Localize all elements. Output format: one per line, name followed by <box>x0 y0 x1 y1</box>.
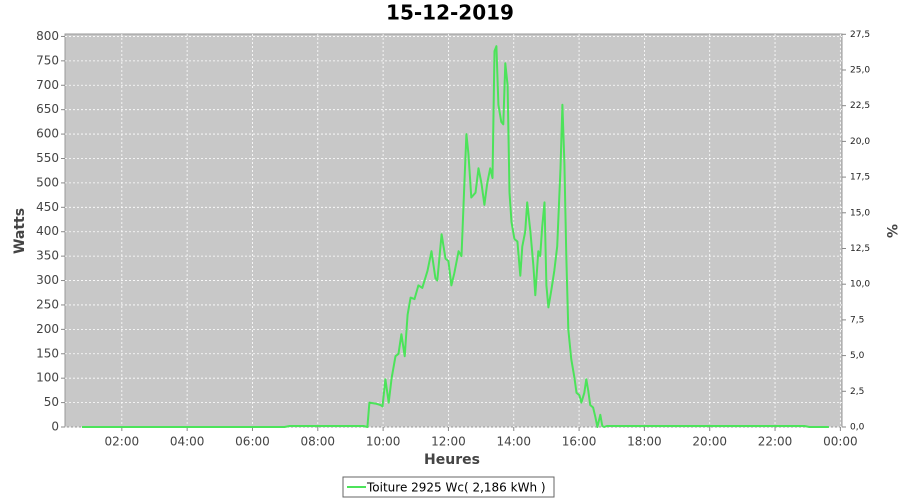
y-tick-label: 50 <box>44 395 59 409</box>
x-tick-label: 14:00 <box>496 435 531 449</box>
x-tick-label: 18:00 <box>627 435 662 449</box>
chart-title: 15-12-2019 <box>386 1 514 25</box>
x-tick-label: 20:00 <box>692 435 727 449</box>
y2-axis-label: % <box>883 224 899 238</box>
x-tick-label: 06:00 <box>235 435 270 449</box>
x-tick-label: 00:00 <box>823 435 858 449</box>
y-tick-label: 700 <box>36 78 59 92</box>
x-tick-label: 22:00 <box>758 435 793 449</box>
y-tick-label: 600 <box>36 127 59 141</box>
y-tick-label: 750 <box>36 53 59 67</box>
legend-label: Toiture 2925 Wc( 2,186 kWh ) <box>366 481 546 495</box>
y2-tick-label: 12,5 <box>850 244 870 254</box>
y2-tick-label: 25,0 <box>850 65 870 75</box>
y2-tick-label: 0,0 <box>850 423 865 433</box>
y-tick-label: 250 <box>36 297 59 311</box>
y2-tick-label: 17,5 <box>850 173 870 183</box>
y2-tick-label: 2,5 <box>850 387 864 397</box>
y2-tick-label: 22,5 <box>850 101 870 111</box>
y2-tick-label: 15,0 <box>850 208 870 218</box>
y-axis-label: Watts <box>12 208 28 254</box>
plot-area <box>64 33 843 428</box>
y2-tick-label: 10,0 <box>850 280 870 290</box>
x-tick-label: 04:00 <box>170 435 205 449</box>
y-tick-label: 650 <box>36 102 59 116</box>
x-tick-label: 16:00 <box>562 435 597 449</box>
y-tick-label: 450 <box>36 200 59 214</box>
legend-box <box>342 476 555 498</box>
series-line <box>82 45 829 428</box>
y-tick-label: 500 <box>36 175 59 189</box>
y2-tick-label: 7,5 <box>850 315 864 325</box>
y2-tick-label: 27,5 <box>850 30 870 40</box>
y-tick-label: 400 <box>36 224 59 238</box>
y-tick-label: 350 <box>36 249 59 263</box>
y2-tick-label: 5,0 <box>850 351 865 361</box>
y-tick-label: 100 <box>36 371 59 385</box>
x-tick-label: 02:00 <box>105 435 140 449</box>
y-tick-label: 200 <box>36 322 59 336</box>
x-tick-label: 12:00 <box>431 435 466 449</box>
x-tick-label: 08:00 <box>300 435 335 449</box>
y-tick-label: 550 <box>36 151 59 165</box>
y-tick-label: 300 <box>36 273 59 287</box>
y-tick-label: 150 <box>36 346 59 360</box>
y-tick-label: 0 <box>51 420 59 434</box>
y-tick-label: 800 <box>36 29 59 43</box>
x-tick-label: 10:00 <box>366 435 401 449</box>
x-axis-label: Heures <box>424 452 480 468</box>
y2-tick-label: 20,0 <box>850 137 870 147</box>
